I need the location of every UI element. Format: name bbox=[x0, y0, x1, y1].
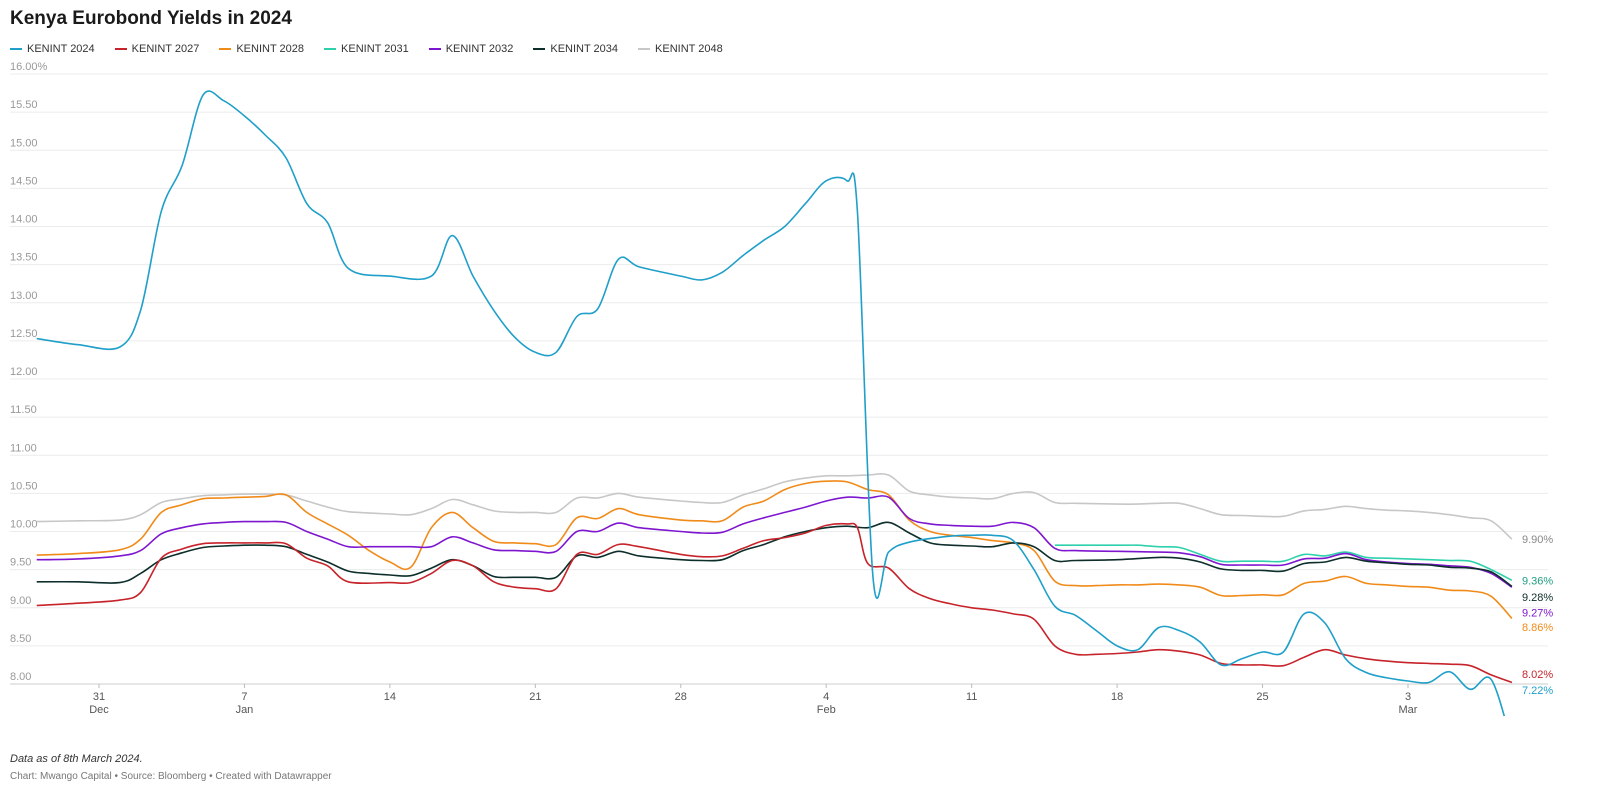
x-tick-month: Jan bbox=[236, 704, 254, 716]
y-tick-label: 12.00 bbox=[10, 366, 38, 378]
legend-label: KENINT 2024 bbox=[27, 43, 95, 55]
chart-legend: KENINT 2024 KENINT 2027 KENINT 2028 KENINT … bbox=[10, 43, 743, 55]
x-tick-month: Dec bbox=[89, 704, 109, 716]
legend-label: KENINT 2031 bbox=[341, 43, 409, 55]
series-line-kenint-2027 bbox=[36, 522, 1513, 684]
end-label-kenint-2032: 9.27% bbox=[1522, 607, 1553, 619]
y-tick-label: 10.00 bbox=[10, 519, 38, 531]
legend-item: KENINT 2034 bbox=[533, 43, 618, 55]
legend-label: KENINT 2028 bbox=[236, 43, 305, 55]
legend-label: KENINT 2027 bbox=[131, 43, 200, 55]
legend-swatch bbox=[533, 48, 546, 50]
legend-item: KENINT 2048 bbox=[638, 43, 723, 55]
y-tick-label: 11.50 bbox=[10, 404, 37, 416]
x-tick-label: 11 bbox=[966, 691, 977, 703]
x-tick-month: Feb bbox=[817, 704, 836, 716]
y-tick-label: 8.00 bbox=[10, 671, 31, 683]
legend-swatch bbox=[10, 48, 22, 50]
y-tick-label: 9.00 bbox=[10, 595, 31, 607]
gridlines bbox=[10, 73, 1548, 685]
end-label-kenint-2034: 9.28% bbox=[1522, 592, 1553, 604]
legend-swatch bbox=[219, 48, 232, 50]
end-label-kenint-2027: 8.02% bbox=[1522, 669, 1553, 681]
series-line-kenint-2024 bbox=[36, 90, 1506, 716]
legend-item: KENINT 2024 bbox=[10, 43, 95, 55]
legend-swatch bbox=[324, 48, 337, 50]
y-tick-label: 14.50 bbox=[10, 175, 38, 187]
chart-source: Chart: Mwango Capital • Source: Bloomber… bbox=[10, 771, 332, 782]
y-tick-label: 10.50 bbox=[10, 480, 38, 492]
series-line-kenint-2031 bbox=[1054, 544, 1513, 582]
y-tick-label: 13.50 bbox=[10, 252, 38, 264]
y-tick-label: 12.50 bbox=[10, 328, 38, 340]
chart-title: Kenya Eurobond Yields in 2024 bbox=[10, 8, 292, 29]
series-line-kenint-2028 bbox=[36, 480, 1513, 619]
series-line-kenint-2032 bbox=[36, 495, 1513, 588]
x-tick-label: 28 bbox=[675, 691, 687, 703]
y-tick-label: 15.50 bbox=[10, 99, 38, 111]
end-label-kenint-2031: 9.36% bbox=[1522, 575, 1553, 587]
legend-item: KENINT 2031 bbox=[324, 43, 409, 55]
legend-item: KENINT 2027 bbox=[114, 43, 200, 55]
legend-label: KENINT 2034 bbox=[550, 43, 619, 55]
x-tick-label: 18 bbox=[1111, 691, 1123, 703]
legend-label: KENINT 2032 bbox=[445, 43, 514, 55]
x-tick-label: 4 bbox=[823, 691, 829, 703]
end-label-kenint-2028: 8.86% bbox=[1522, 622, 1553, 634]
series-lines bbox=[36, 90, 1513, 716]
y-tick-label: 16.00% bbox=[10, 61, 48, 73]
x-tick-label: 25 bbox=[1256, 691, 1268, 703]
legend-label: KENINT 2048 bbox=[655, 43, 723, 55]
line-chart: 8.00 8.50 9.00 9.50 10.00 10.50 11.00 11.50 12.0… bbox=[10, 61, 1553, 716]
legend-item: KENINT 2032 bbox=[428, 43, 514, 55]
legend-swatch bbox=[638, 48, 651, 50]
y-tick-label: 14.00 bbox=[10, 214, 38, 226]
x-tick-label: 3 bbox=[1405, 691, 1411, 703]
x-tick-label: 31 bbox=[93, 691, 105, 703]
series-line-kenint-2048 bbox=[36, 473, 1513, 540]
y-tick-label: 15.00 bbox=[10, 137, 38, 149]
x-tick-month: Mar bbox=[1399, 704, 1418, 716]
end-label-kenint-2048: 9.90% bbox=[1522, 534, 1553, 546]
x-tick-label: 21 bbox=[529, 691, 541, 703]
y-tick-label: 9.50 bbox=[10, 557, 31, 569]
y-tick-label: 8.50 bbox=[10, 633, 31, 645]
y-tick-label: 11.00 bbox=[10, 442, 37, 454]
x-tick-label: 14 bbox=[384, 691, 396, 703]
end-labels: 7.22% 8.02% 8.86% 9.36% 9.27% 9.28% 9.90% bbox=[1522, 534, 1553, 697]
legend-item: KENINT 2028 bbox=[219, 43, 304, 55]
legend-swatch bbox=[114, 48, 127, 50]
end-label-kenint-2024: 7.22% bbox=[1522, 685, 1553, 697]
y-axis-ticks: 8.00 8.50 9.00 9.50 10.00 10.50 11.00 11.50 12.0… bbox=[10, 61, 48, 683]
x-tick-label: 7 bbox=[241, 691, 247, 703]
legend-swatch bbox=[428, 48, 441, 50]
data-note: Data as of 8th March 2024. bbox=[10, 753, 143, 765]
y-tick-label: 13.00 bbox=[10, 290, 38, 302]
